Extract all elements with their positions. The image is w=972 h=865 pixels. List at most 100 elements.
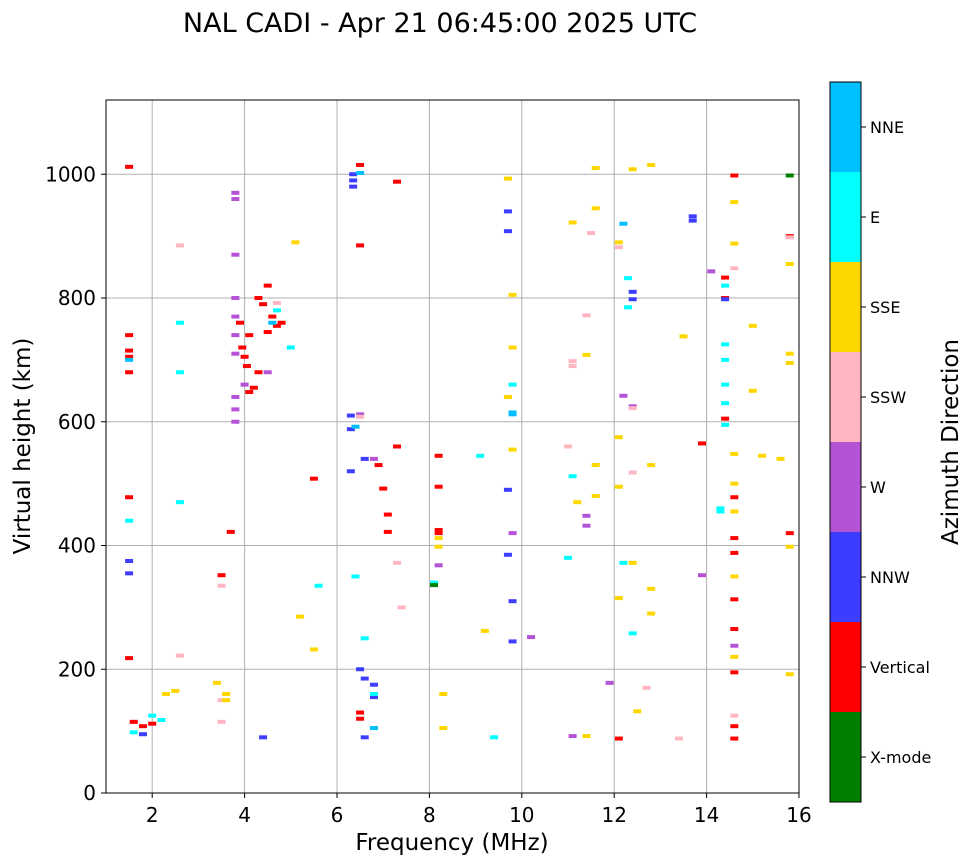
colorbar-swatch bbox=[830, 442, 861, 532]
data-point bbox=[619, 393, 628, 398]
data-point bbox=[707, 269, 716, 274]
data-point bbox=[568, 220, 577, 225]
y-tick-label: 800 bbox=[58, 286, 96, 310]
data-point bbox=[351, 574, 360, 579]
data-point bbox=[175, 653, 184, 658]
data-point bbox=[508, 599, 517, 604]
data-point bbox=[697, 573, 706, 578]
data-point bbox=[217, 583, 226, 588]
data-point bbox=[240, 382, 249, 387]
data-point bbox=[614, 435, 623, 440]
data-point bbox=[286, 345, 295, 350]
colorbar-swatch bbox=[830, 712, 861, 802]
data-point bbox=[157, 717, 166, 722]
data-point bbox=[125, 495, 134, 500]
data-point bbox=[573, 500, 582, 505]
data-point bbox=[591, 494, 600, 498]
data-point bbox=[591, 166, 600, 171]
data-point bbox=[785, 672, 794, 677]
data-point bbox=[231, 395, 240, 399]
data-point bbox=[346, 413, 355, 418]
data-point bbox=[369, 456, 378, 461]
data-point bbox=[582, 523, 591, 528]
data-point bbox=[231, 351, 240, 356]
colorbar-frame bbox=[829, 81, 862, 803]
data-point bbox=[231, 314, 240, 319]
data-point bbox=[434, 531, 443, 536]
data-point bbox=[730, 654, 739, 659]
data-point bbox=[434, 536, 443, 541]
data-point bbox=[721, 382, 730, 387]
data-point bbox=[231, 333, 240, 338]
data-point bbox=[628, 289, 637, 294]
data-point bbox=[439, 726, 448, 731]
data-point bbox=[568, 359, 577, 364]
data-point bbox=[508, 639, 517, 644]
data-point bbox=[642, 685, 651, 690]
x-tick-label: 12 bbox=[601, 803, 626, 827]
series-e bbox=[125, 276, 730, 740]
data-point bbox=[430, 583, 439, 588]
data-point bbox=[647, 586, 656, 591]
data-point bbox=[242, 364, 251, 369]
data-point bbox=[356, 716, 365, 721]
data-point bbox=[175, 500, 184, 505]
x-axis-ticks: 2 4 6 8 10 12 14 16 bbox=[146, 793, 812, 827]
data-point bbox=[647, 463, 656, 468]
data-point bbox=[730, 643, 739, 648]
data-point bbox=[212, 680, 221, 685]
data-point bbox=[222, 698, 231, 703]
data-point bbox=[619, 221, 628, 226]
data-points bbox=[125, 162, 794, 741]
data-point bbox=[217, 719, 226, 724]
data-point bbox=[628, 406, 637, 411]
x-tick-label: 14 bbox=[694, 803, 719, 827]
colorbar-tick-label: Vertical bbox=[870, 658, 930, 677]
data-point bbox=[785, 544, 794, 549]
data-point bbox=[217, 573, 226, 578]
data-point bbox=[508, 412, 517, 417]
data-point bbox=[730, 627, 739, 632]
data-point bbox=[349, 178, 358, 183]
data-point bbox=[346, 469, 355, 474]
data-point bbox=[748, 388, 757, 393]
data-point bbox=[480, 628, 489, 633]
data-point bbox=[309, 647, 318, 652]
data-point bbox=[776, 456, 785, 461]
data-point bbox=[785, 173, 794, 178]
data-point bbox=[614, 596, 623, 601]
data-point bbox=[730, 550, 739, 555]
data-point bbox=[716, 509, 725, 514]
data-point bbox=[679, 334, 688, 339]
data-point bbox=[125, 333, 134, 338]
data-point bbox=[138, 732, 147, 737]
data-point bbox=[383, 529, 392, 534]
data-point bbox=[231, 197, 240, 201]
data-point bbox=[254, 296, 263, 300]
data-point bbox=[647, 611, 656, 616]
data-point bbox=[393, 179, 402, 184]
data-point bbox=[721, 422, 730, 427]
data-point bbox=[254, 370, 263, 375]
data-point bbox=[582, 352, 591, 357]
data-point bbox=[476, 453, 485, 458]
y-tick-label: 200 bbox=[58, 657, 96, 681]
x-axis-label: Frequency (MHz) bbox=[355, 830, 548, 856]
grid-lines bbox=[106, 100, 800, 794]
data-point bbox=[231, 252, 240, 257]
data-point bbox=[785, 351, 794, 356]
x-tick-label: 8 bbox=[423, 803, 436, 827]
data-point bbox=[356, 667, 365, 672]
data-point bbox=[503, 395, 512, 399]
x-tick-label: 16 bbox=[786, 803, 811, 827]
data-point bbox=[633, 709, 642, 714]
data-point bbox=[231, 419, 240, 424]
data-point bbox=[434, 484, 443, 489]
data-point bbox=[730, 670, 739, 675]
y-tick-label: 0 bbox=[83, 781, 96, 805]
data-point bbox=[138, 724, 147, 729]
colorbar-tick-label: X-mode bbox=[870, 748, 931, 767]
data-point bbox=[730, 574, 739, 579]
data-point bbox=[730, 509, 739, 514]
data-point bbox=[697, 441, 706, 446]
